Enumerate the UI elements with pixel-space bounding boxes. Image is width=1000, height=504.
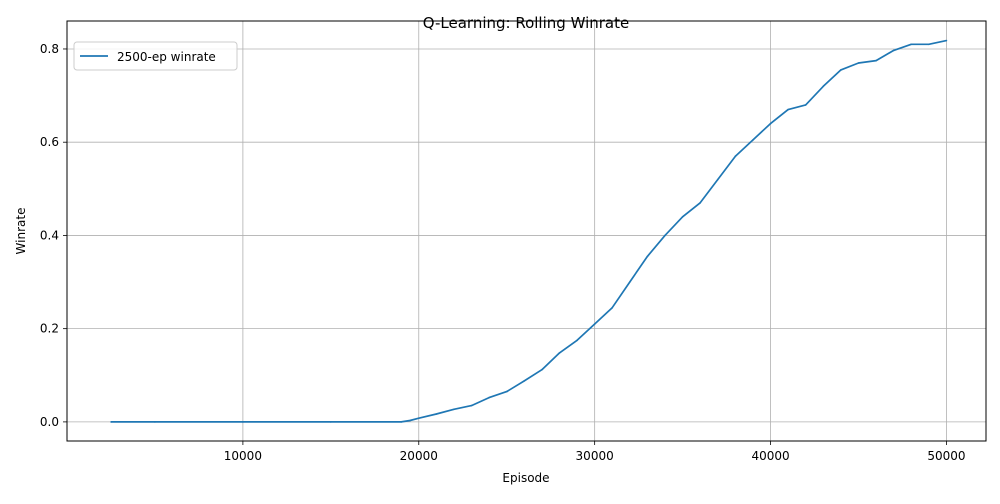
data-point xyxy=(646,255,649,258)
data-point xyxy=(804,104,807,106)
data-point xyxy=(154,421,156,423)
data-point xyxy=(453,408,455,411)
data-point xyxy=(945,39,948,42)
data-point xyxy=(523,380,526,382)
legend-box xyxy=(73,41,238,71)
data-point xyxy=(488,396,490,399)
y-axis-ticks: 0.0 0.2 0.4 0.6 0.8 xyxy=(40,42,67,429)
data-point xyxy=(409,419,411,422)
legend-label: 2500-ep winrate xyxy=(117,50,216,64)
data-point xyxy=(593,323,596,325)
data-point xyxy=(664,234,666,237)
data-point xyxy=(928,43,930,46)
x-tick-label: 10000 xyxy=(224,449,262,463)
data-point xyxy=(892,49,895,52)
data-point xyxy=(505,390,508,393)
data-point xyxy=(717,178,719,181)
y-axis-label: Winrate xyxy=(14,208,28,255)
data-point xyxy=(470,404,473,407)
x-tick-label: 30000 xyxy=(576,449,614,463)
x-axis-ticks: 10000 20000 30000 40000 50000 xyxy=(224,441,966,463)
data-point xyxy=(418,417,420,420)
data-point xyxy=(822,85,825,88)
data-point xyxy=(699,202,701,204)
x-axis-label: Episode xyxy=(502,471,549,485)
data-point xyxy=(681,216,684,218)
y-tick-label: 0.8 xyxy=(40,42,59,56)
data-point xyxy=(110,421,112,423)
data-point xyxy=(840,69,842,71)
data-point xyxy=(242,421,244,423)
data-point xyxy=(734,155,737,157)
data-point xyxy=(558,352,561,354)
y-tick-label: 0.4 xyxy=(40,228,59,242)
plot-area-frame xyxy=(66,20,987,442)
x-tick-label: 20000 xyxy=(400,449,438,463)
chart-title: Q-Learning: Rolling Winrate xyxy=(423,14,629,32)
data-point xyxy=(435,413,438,415)
y-tick-label: 0.2 xyxy=(40,322,59,336)
data-point xyxy=(576,339,578,342)
data-point xyxy=(330,421,332,423)
data-point xyxy=(875,59,877,62)
data-point xyxy=(611,306,613,309)
data-point xyxy=(857,62,860,64)
data-point xyxy=(769,122,772,125)
series-layer xyxy=(110,39,948,423)
data-point xyxy=(541,368,543,371)
data-point xyxy=(752,139,754,141)
data-point xyxy=(629,281,631,283)
x-tick-label: 50000 xyxy=(927,449,965,463)
data-point xyxy=(400,421,403,423)
y-tick-label: 0.6 xyxy=(40,135,59,149)
x-tick-label: 40000 xyxy=(751,449,789,463)
data-point xyxy=(787,108,789,111)
y-tick-label: 0.0 xyxy=(40,415,59,429)
data-point xyxy=(910,43,912,46)
legend: 2500-ep winrate xyxy=(73,41,238,71)
